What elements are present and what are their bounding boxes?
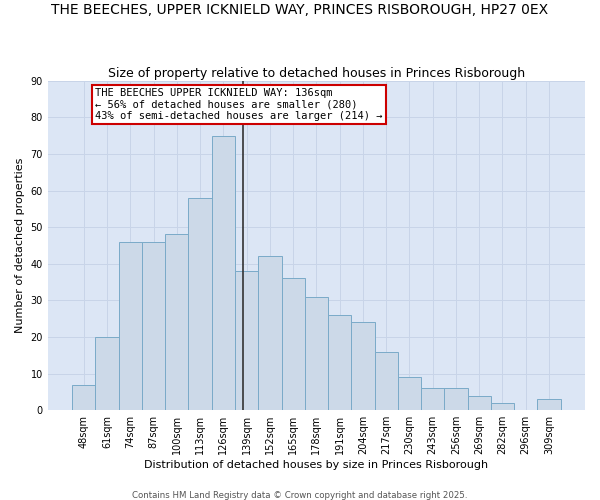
Bar: [258, 256, 281, 410]
Bar: [188, 198, 212, 410]
Bar: [142, 242, 165, 410]
Bar: [281, 278, 305, 410]
Bar: [72, 384, 95, 410]
Bar: [351, 322, 374, 410]
Bar: [305, 296, 328, 410]
Bar: [119, 242, 142, 410]
Text: THE BEECHES, UPPER ICKNIELD WAY, PRINCES RISBOROUGH, HP27 0EX: THE BEECHES, UPPER ICKNIELD WAY, PRINCES…: [52, 2, 548, 16]
Bar: [165, 234, 188, 410]
Bar: [212, 136, 235, 410]
Bar: [538, 399, 560, 410]
Bar: [467, 396, 491, 410]
Bar: [95, 337, 119, 410]
Text: Contains HM Land Registry data © Crown copyright and database right 2025.: Contains HM Land Registry data © Crown c…: [132, 490, 468, 500]
Bar: [491, 403, 514, 410]
Bar: [328, 315, 351, 410]
Bar: [398, 378, 421, 410]
Bar: [235, 271, 258, 410]
Bar: [421, 388, 445, 410]
Text: THE BEECHES UPPER ICKNIELD WAY: 136sqm
← 56% of detached houses are smaller (280: THE BEECHES UPPER ICKNIELD WAY: 136sqm ←…: [95, 88, 383, 121]
Title: Size of property relative to detached houses in Princes Risborough: Size of property relative to detached ho…: [108, 66, 525, 80]
Bar: [374, 352, 398, 410]
Y-axis label: Number of detached properties: Number of detached properties: [15, 158, 25, 333]
Bar: [445, 388, 467, 410]
X-axis label: Distribution of detached houses by size in Princes Risborough: Distribution of detached houses by size …: [145, 460, 488, 470]
